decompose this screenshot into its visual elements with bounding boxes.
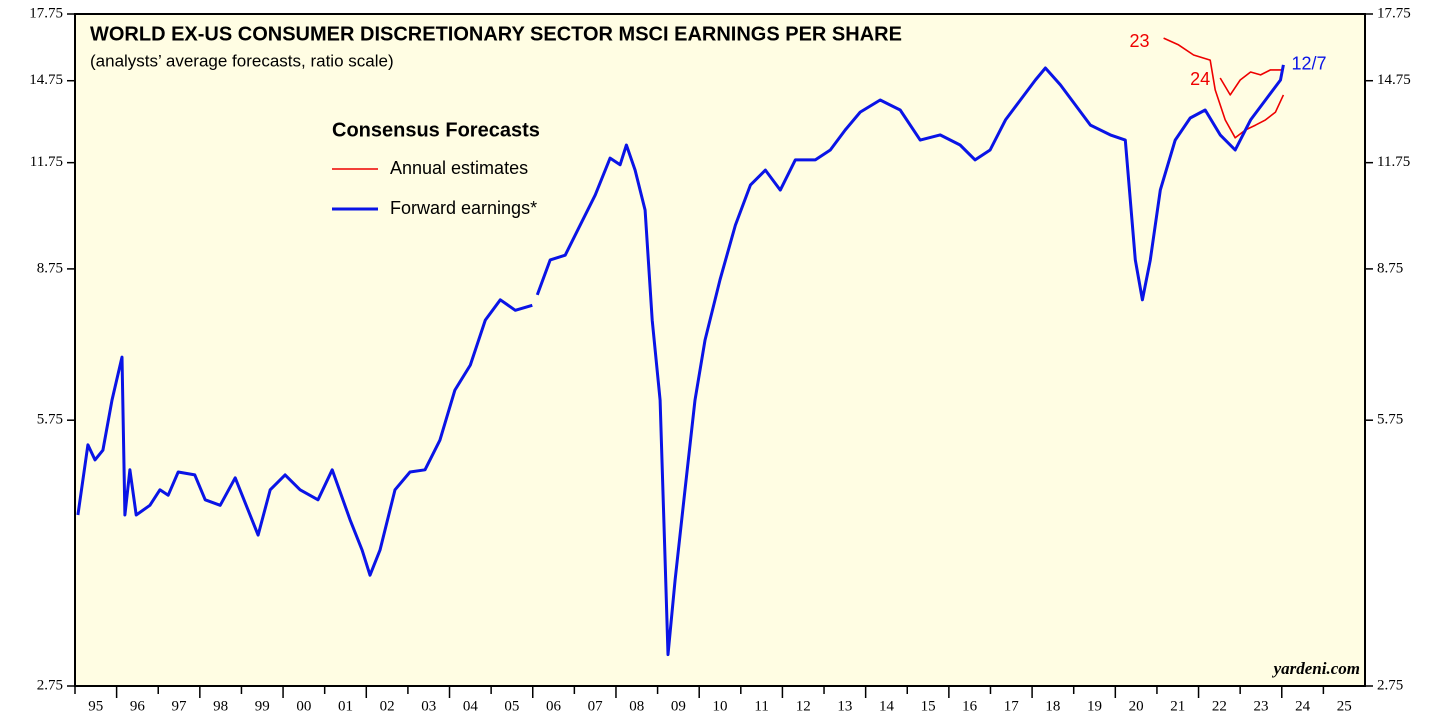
x-tick-label: 18 — [1045, 698, 1060, 714]
x-tick-label: 07 — [588, 698, 604, 714]
x-tick-label: 21 — [1170, 698, 1185, 714]
x-tick-label: 25 — [1337, 698, 1352, 714]
chart-title: WORLD EX-US CONSUMER DISCRETIONARY SECTO… — [90, 23, 902, 45]
x-tick-label: 09 — [671, 698, 686, 714]
x-tick-label: 06 — [546, 698, 562, 714]
y-tick-label: 14.75 — [29, 72, 63, 88]
annotation: 23 — [1130, 31, 1150, 51]
chart-subtitle: (analysts’ average forecasts, ratio scal… — [90, 51, 394, 70]
x-tick-label: 05 — [504, 698, 519, 714]
x-tick-label: 10 — [713, 698, 728, 714]
x-tick-label: 12 — [796, 698, 811, 714]
annotation: 12/7 — [1291, 54, 1326, 74]
x-tick-label: 02 — [380, 698, 395, 714]
x-tick-label: 03 — [421, 698, 436, 714]
x-tick-label: 16 — [962, 698, 978, 714]
x-tick-label: 96 — [130, 698, 146, 714]
series-line — [1163, 37, 1285, 139]
x-tick-label: 13 — [837, 698, 852, 714]
y-tick-label: 11.75 — [30, 154, 63, 170]
annotation: 24 — [1190, 69, 1210, 89]
x-tick-label: 17 — [1004, 698, 1020, 714]
legend-label: Annual estimates — [390, 158, 528, 178]
y-tick-label: 8.75 — [37, 260, 63, 276]
x-tick-label: 04 — [463, 698, 479, 714]
plot-area — [74, 13, 1366, 687]
y2-tick-label: 5.75 — [1377, 412, 1403, 428]
source: yardeni.com — [1272, 659, 1360, 678]
y2-tick-label: 8.75 — [1377, 260, 1403, 276]
x-tick-label: 24 — [1295, 698, 1311, 714]
x-tick-label: 98 — [213, 698, 228, 714]
legend-title: Consensus Forecasts — [332, 119, 540, 141]
x-tick-label: 15 — [921, 698, 936, 714]
x-tick-label: 23 — [1253, 698, 1268, 714]
series-line — [76, 298, 533, 577]
y2-tick-label: 2.75 — [1377, 677, 1403, 693]
x-tick-label: 95 — [88, 698, 103, 714]
x-tick-label: 00 — [296, 698, 311, 714]
x-tick-label: 14 — [879, 698, 895, 714]
x-tick-label: 99 — [255, 698, 270, 714]
series-line — [535, 64, 1285, 657]
y2-tick-label: 17.75 — [1377, 5, 1411, 21]
y-tick-label: 17.75 — [29, 5, 63, 21]
x-tick-label: 08 — [629, 698, 644, 714]
x-tick-label: 22 — [1212, 698, 1227, 714]
x-tick-label: 20 — [1129, 698, 1144, 714]
y-tick-label: 2.75 — [37, 677, 63, 693]
x-tick-label: 11 — [754, 698, 768, 714]
x-tick-label: 19 — [1087, 698, 1102, 714]
y2-tick-label: 14.75 — [1377, 72, 1411, 88]
x-tick-label: 97 — [172, 698, 188, 714]
y2-tick-label: 11.75 — [1377, 154, 1410, 170]
x-tick-label: 01 — [338, 698, 353, 714]
series-line — [1219, 69, 1284, 96]
y-tick-label: 5.75 — [37, 412, 63, 428]
legend-label: Forward earnings* — [390, 198, 537, 218]
